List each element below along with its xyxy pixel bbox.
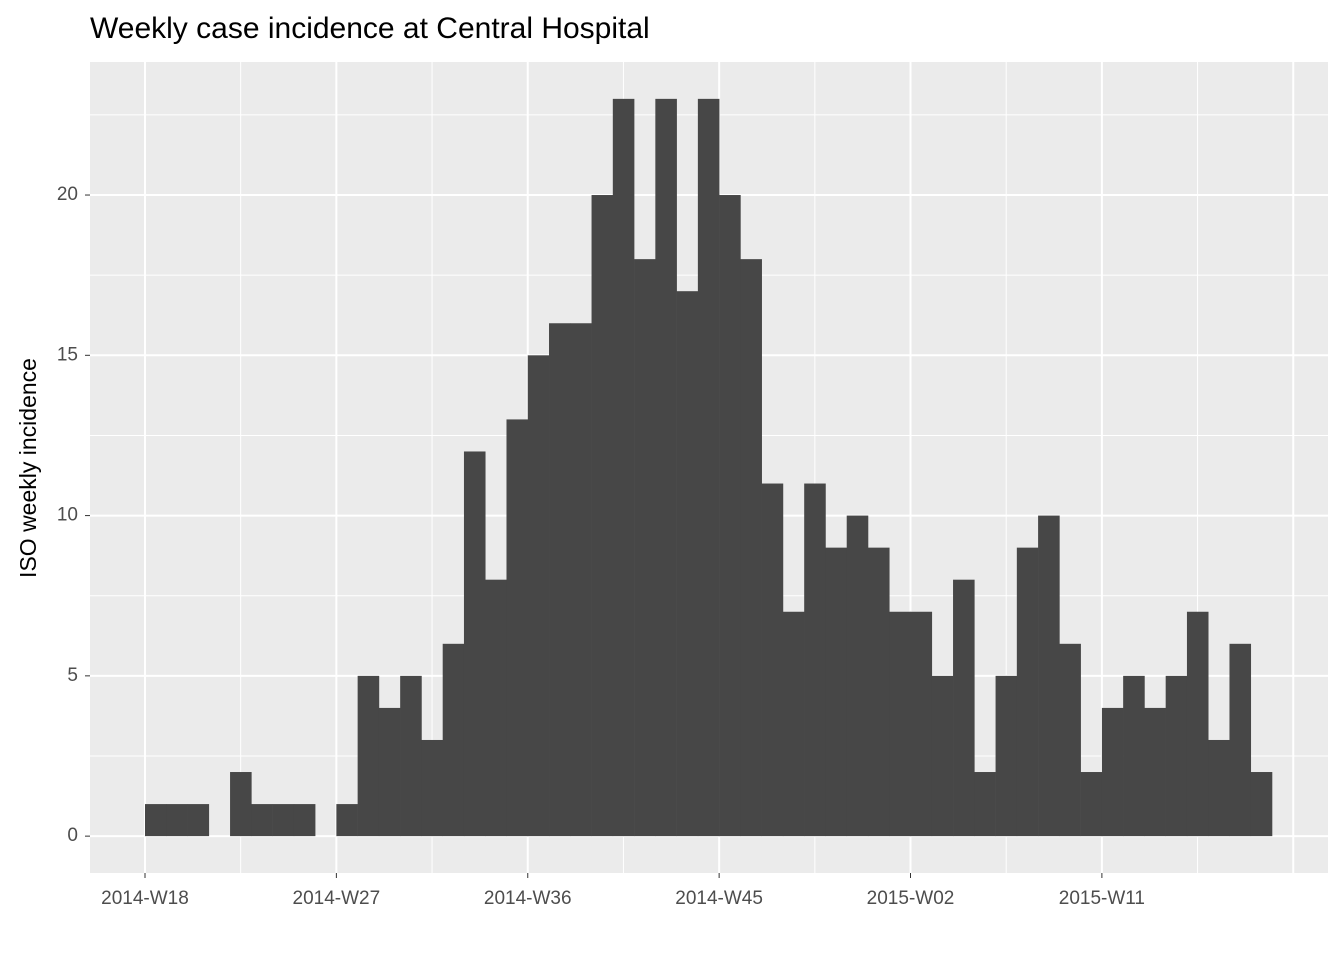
- bar: [825, 547, 848, 837]
- x-tick-label: 2014-W45: [675, 888, 763, 909]
- y-tick-label: 20: [57, 184, 78, 205]
- bar: [655, 98, 677, 837]
- bar: [697, 98, 720, 837]
- bar: [421, 739, 443, 837]
- x-tick-label: 2014-W36: [484, 888, 572, 909]
- y-tick-label: 5: [67, 665, 78, 686]
- bar: [1059, 643, 1081, 837]
- bar: [804, 483, 826, 837]
- bar: [1016, 547, 1039, 837]
- bar: [336, 804, 358, 837]
- bar: [506, 419, 529, 837]
- bar: [846, 515, 869, 837]
- bar: [1080, 772, 1103, 837]
- bar: [995, 675, 1018, 837]
- bar: [1123, 675, 1145, 837]
- bar: [1165, 675, 1188, 837]
- bar: [166, 804, 188, 837]
- bar: [889, 611, 911, 837]
- chart-title: Weekly case incidence at Central Hospita…: [90, 12, 650, 45]
- bar: [1101, 707, 1124, 837]
- bar: [463, 451, 486, 837]
- bar: [357, 675, 380, 837]
- bar: [1208, 739, 1230, 837]
- bar: [230, 772, 252, 837]
- bar: [676, 291, 699, 837]
- bar: [272, 804, 295, 837]
- bar: [591, 195, 614, 837]
- bar: [145, 804, 167, 837]
- y-axis-label: ISO weekly incidence: [15, 358, 41, 578]
- bar: [1144, 707, 1166, 837]
- bar: [485, 579, 507, 837]
- bar: [634, 259, 656, 837]
- x-tick-label: 2015-W11: [1059, 888, 1145, 909]
- bar: [1229, 643, 1252, 837]
- bar: [549, 323, 571, 837]
- x-tick-label: 2014-W18: [101, 888, 189, 909]
- bar: [612, 98, 635, 837]
- bar: [293, 804, 316, 837]
- bar: [251, 804, 273, 837]
- bar: [910, 611, 933, 837]
- y-tick-label: 10: [57, 505, 78, 526]
- bar: [953, 579, 975, 837]
- bar: [442, 643, 465, 837]
- bar: [740, 259, 762, 837]
- bar: [867, 547, 890, 837]
- bars: [145, 98, 1273, 837]
- y-tick-label: 15: [57, 344, 78, 365]
- bar: [570, 323, 592, 837]
- bar: [931, 675, 954, 837]
- bar: [187, 804, 210, 837]
- bar: [1186, 611, 1209, 837]
- x-tick-label: 2014-W27: [293, 888, 381, 909]
- bar: [761, 483, 784, 837]
- bar: [400, 675, 422, 837]
- y-tick-label: 0: [67, 825, 78, 846]
- bar: [719, 195, 741, 837]
- bar: [1038, 515, 1060, 837]
- bar: [782, 611, 805, 837]
- bar: [527, 355, 550, 837]
- bar: [378, 707, 401, 837]
- bar: [1250, 772, 1273, 837]
- x-tick-label: 2015-W02: [867, 888, 955, 909]
- bar: [974, 772, 996, 837]
